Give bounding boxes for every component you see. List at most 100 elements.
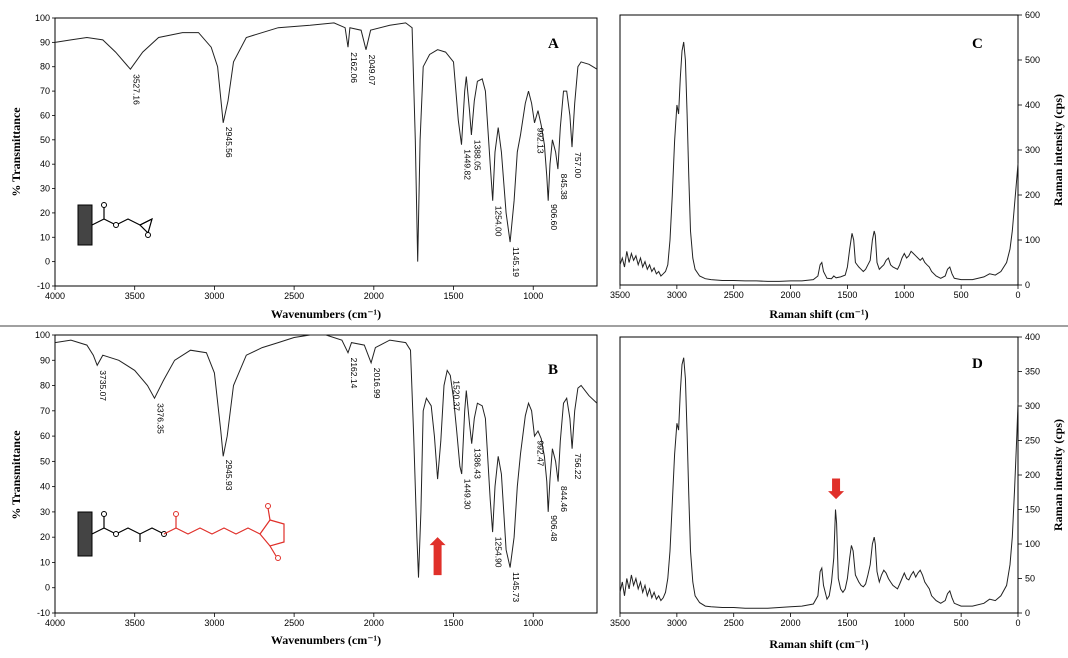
y-tick-label: 10 <box>40 232 50 242</box>
y-tick-label: 50 <box>40 135 50 145</box>
panel-b-label: B <box>548 362 558 378</box>
peak-label: 1145.19 <box>511 247 521 277</box>
x-tick-label: 3500 <box>125 618 145 628</box>
panel-a-frame <box>54 17 598 287</box>
panel-c-label: C <box>972 36 983 52</box>
peak-label: 3527.16 <box>131 74 141 105</box>
ester-oxygen <box>113 222 119 228</box>
y-tick-label: -10 <box>37 608 50 618</box>
x-tick-label: 2000 <box>364 618 384 628</box>
epoxide-oxygen <box>145 232 151 238</box>
panel-c: 3500 3000 2500 2000 1500 1000 500 00 100 200 300 40… <box>610 10 1065 321</box>
spectrum-line-b <box>54 334 598 578</box>
ester-oxygen-black <box>113 531 119 537</box>
peak-label: 845.38 <box>559 174 569 200</box>
y-tick-label: 400 <box>1025 100 1040 110</box>
x-tick-label: 1000 <box>523 618 543 628</box>
polymer-support-block <box>77 204 93 246</box>
peak-label: 2049.07 <box>367 55 377 86</box>
peak-label: 2945.56 <box>224 127 234 158</box>
panel-a-xlabel: Wavenumbers (cm⁻¹) <box>271 307 381 321</box>
y-tick-label: 70 <box>40 406 50 416</box>
x-tick-label: 1500 <box>444 618 464 628</box>
panel-d-xlabel: Raman shift (cm⁻¹) <box>769 637 868 651</box>
maleimide-oxygen-top <box>265 503 271 509</box>
peak-label: 2016.99 <box>372 368 382 399</box>
peak-label: 3735.07 <box>98 370 108 401</box>
y-tick-label: 200 <box>1025 190 1040 200</box>
panel-a-label: A <box>548 36 559 52</box>
y-tick-label: 100 <box>35 330 50 340</box>
y-tick-label: 30 <box>40 184 50 194</box>
y-tick-label: 300 <box>1025 145 1040 155</box>
maleimide-carbonyl-bottom <box>269 545 277 557</box>
panel-d-label: D <box>972 356 983 372</box>
panel-a: 4000 3500 3000 2500 2000 1500 1000 -10 0 10 20 30 40… <box>9 13 598 321</box>
panel-d-frame <box>619 336 1019 614</box>
x-tick-label: 500 <box>954 618 969 628</box>
highlight-arrow-b <box>429 537 446 576</box>
peak-label: 1449.30 <box>463 479 473 510</box>
maleimide-ring <box>259 519 285 547</box>
glycidyl-methacrylate-structure <box>77 202 153 246</box>
y-tick-label: 100 <box>1025 539 1040 549</box>
panel-c-xlabel: Raman shift (cm⁻¹) <box>769 307 868 321</box>
x-tick-label: 3500 <box>610 290 630 300</box>
peak-label: 1449.82 <box>463 149 473 180</box>
y-tick-label: 40 <box>40 159 50 169</box>
highlight-arrow-d <box>828 478 845 500</box>
y-tick-label: 300 <box>1025 401 1040 411</box>
polymer-support-block <box>77 511 93 557</box>
panel-a-ylabel: % Transmittance <box>9 107 23 197</box>
linker-chain-red <box>163 527 261 535</box>
y-tick-label: 0 <box>45 583 50 593</box>
panel-b-xlabel: Wavenumbers (cm⁻¹) <box>271 633 381 647</box>
x-tick-label: 3500 <box>610 618 630 628</box>
x-tick-label: 1500 <box>837 618 857 628</box>
y-tick-label: 0 <box>1025 280 1030 290</box>
peak-label: 1254.00 <box>494 206 504 237</box>
panel-b-plot-area: 4000 3500 3000 2500 2000 1500 1000 -10 0 10 20 30 40… <box>35 330 598 628</box>
carbonyl-oxygen-red <box>173 511 179 517</box>
peak-label: 2162.14 <box>349 358 359 389</box>
x-tick-label: 2500 <box>284 291 304 301</box>
panel-d-ylabel: Raman intensity (cps) <box>1051 419 1065 531</box>
x-tick-label: 3500 <box>125 291 145 301</box>
peak-label: 1520.37 <box>451 380 461 411</box>
panel-c-frame <box>619 14 1019 286</box>
x-tick-label: 1000 <box>894 618 914 628</box>
x-tick-label: 4000 <box>45 618 65 628</box>
x-tick-label: 2000 <box>781 618 801 628</box>
y-tick-label: 20 <box>40 532 50 542</box>
x-tick-label: 1000 <box>894 290 914 300</box>
x-tick-label: 3000 <box>204 291 224 301</box>
peak-label: 992.13 <box>536 128 546 154</box>
x-tick-label: 1500 <box>444 291 464 301</box>
y-tick-label: 80 <box>40 381 50 391</box>
x-tick-label: 1500 <box>837 290 857 300</box>
y-tick-label: 50 <box>40 456 50 466</box>
peak-label: 1386.43 <box>473 448 483 479</box>
x-tick-label: 3000 <box>204 618 224 628</box>
peak-label: 1254.90 <box>494 537 504 568</box>
y-tick-label: 100 <box>1025 235 1040 245</box>
panel-c-ylabel: Raman intensity (cps) <box>1051 94 1065 206</box>
y-tick-label: 0 <box>1025 608 1030 618</box>
maleimide-oxygen-bottom <box>275 555 281 561</box>
y-tick-label: 60 <box>40 110 50 120</box>
spectrum-line-d <box>619 357 1019 609</box>
y-tick-label: 30 <box>40 507 50 517</box>
x-tick-label: 2500 <box>284 618 304 628</box>
carbonyl-oxygen <box>101 202 107 208</box>
spectrum-line-c <box>619 41 1019 282</box>
y-tick-label: 200 <box>1025 470 1040 480</box>
spectrum-line-a <box>54 22 598 262</box>
panel-d-plot-area: 3500 3000 2500 2000 1500 1000 500 00 50 100 150 200… <box>610 332 1040 628</box>
x-tick-label: 3000 <box>667 290 687 300</box>
x-tick-label: 1000 <box>523 291 543 301</box>
y-tick-label: 0 <box>45 257 50 267</box>
y-tick-label: -10 <box>37 281 50 291</box>
panel-b-ylabel: % Transmittance <box>9 430 23 520</box>
y-tick-label: 50 <box>1025 574 1035 584</box>
